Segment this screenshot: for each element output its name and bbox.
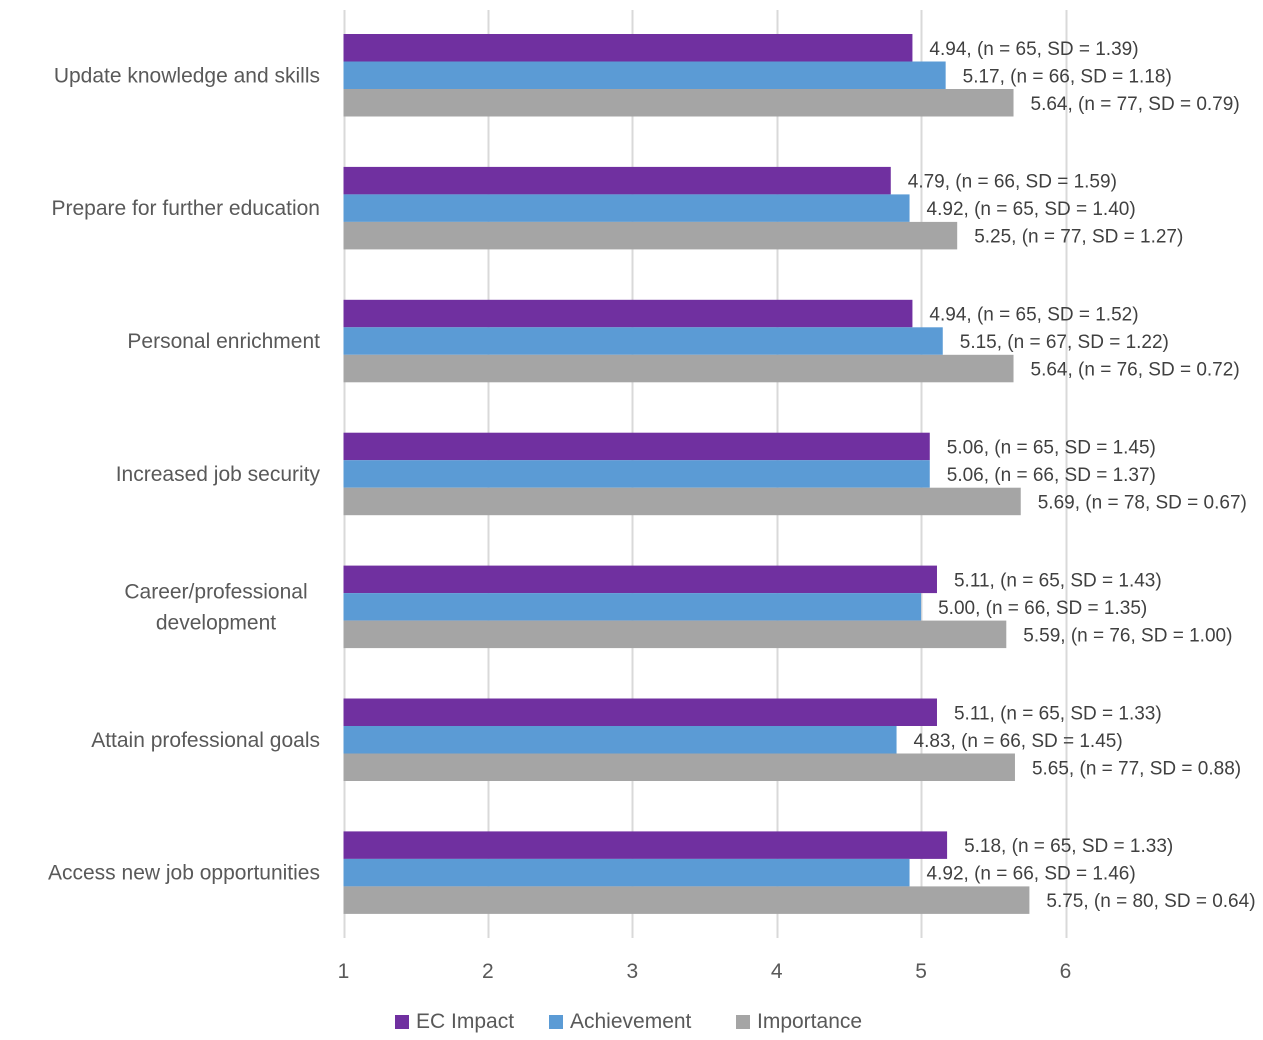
category-label: Career/professional development (124, 580, 307, 634)
category-label: Attain professional goals (91, 729, 320, 752)
bar-ec-impact (343, 34, 913, 62)
data-label: 4.92, (n = 65, SD = 1.40) (927, 199, 1136, 220)
bar-ec-impact (343, 432, 930, 461)
bar-importance (343, 886, 1030, 914)
bar-importance (343, 487, 1021, 516)
data-label: 4.79, (n = 66, SD = 1.59) (908, 172, 1117, 193)
bar-achievement (343, 460, 930, 488)
data-label: 5.25, (n = 77, SD = 1.27) (974, 227, 1183, 248)
legend-swatch (549, 1015, 563, 1029)
bar-ec-impact (343, 166, 891, 195)
data-labels: 4.94, (n = 65, SD = 1.39) 5.17, (n = 66, … (908, 39, 1256, 912)
x-tick-label: 4 (771, 960, 783, 983)
legend-label: Importance (757, 1010, 862, 1033)
bar-importance (343, 89, 1014, 117)
bar-importance (343, 221, 958, 250)
category-label: Personal enrichment (127, 330, 320, 353)
legend-label: EC Impact (416, 1010, 514, 1033)
x-tick-label: 5 (915, 960, 927, 983)
data-label: 5.59, (n = 76, SD = 1.00) (1023, 625, 1232, 646)
bar-ec-impact (343, 299, 913, 328)
x-tick-label: 2 (482, 960, 494, 983)
data-label: 5.64, (n = 77, SD = 0.79) (1031, 94, 1240, 115)
data-label: 5.00, (n = 66, SD = 1.35) (938, 598, 1147, 619)
legend: EC Impact Achievement Importance (395, 1010, 862, 1033)
data-label: 5.11, (n = 65, SD = 1.33) (954, 703, 1162, 724)
category-label: Access new job opportunities (48, 862, 320, 885)
legend-label: Achievement (570, 1010, 692, 1033)
category-label: Update knowledge and skills (54, 64, 320, 87)
bar-achievement (343, 726, 897, 754)
bar-achievement (343, 858, 910, 887)
bar-importance (343, 354, 1014, 383)
legend-swatch (736, 1015, 750, 1029)
data-label: 4.92, (n = 66, SD = 1.46) (927, 864, 1136, 885)
data-label: 4.94, (n = 65, SD = 1.52) (929, 305, 1138, 326)
data-label: 5.11, (n = 65, SD = 1.43) (954, 570, 1162, 591)
bar-ec-impact (343, 698, 937, 726)
bar-achievement (343, 593, 922, 621)
legend-swatch (395, 1015, 409, 1029)
data-label: 5.06, (n = 66, SD = 1.37) (947, 465, 1156, 486)
bar-achievement (343, 194, 910, 222)
category-label: Prepare for further education (52, 197, 321, 220)
data-label: 5.06, (n = 65, SD = 1.45) (947, 437, 1156, 458)
bars (343, 34, 1030, 914)
data-label: 5.18, (n = 65, SD = 1.33) (964, 836, 1173, 857)
data-label: 5.64, (n = 76, SD = 0.72) (1031, 360, 1240, 381)
bar-achievement (343, 61, 946, 89)
data-label: 5.69, (n = 78, SD = 0.67) (1038, 492, 1247, 513)
data-label: 5.75, (n = 80, SD = 0.64) (1046, 891, 1255, 912)
bar-importance (343, 620, 1007, 649)
x-tick-label: 1 (338, 960, 350, 983)
category-label: Increased job security (116, 463, 321, 486)
data-label: 5.15, (n = 67, SD = 1.22) (960, 332, 1169, 353)
x-axis-tick-labels: 1 2 3 4 5 6 (338, 960, 1072, 983)
data-label: 4.83, (n = 66, SD = 1.45) (914, 731, 1123, 752)
category-labels: Update knowledge and skills Prepare for f… (48, 64, 320, 884)
data-label: 5.65, (n = 77, SD = 0.88) (1032, 758, 1241, 779)
bar-importance (343, 753, 1015, 781)
x-tick-label: 6 (1060, 960, 1072, 983)
x-tick-label: 3 (626, 960, 638, 983)
data-label: 4.94, (n = 65, SD = 1.39) (929, 39, 1138, 60)
bar-ec-impact (343, 831, 948, 859)
data-label: 5.17, (n = 66, SD = 1.18) (963, 66, 1172, 87)
bar-achievement (343, 327, 943, 355)
bar-ec-impact (343, 565, 937, 594)
